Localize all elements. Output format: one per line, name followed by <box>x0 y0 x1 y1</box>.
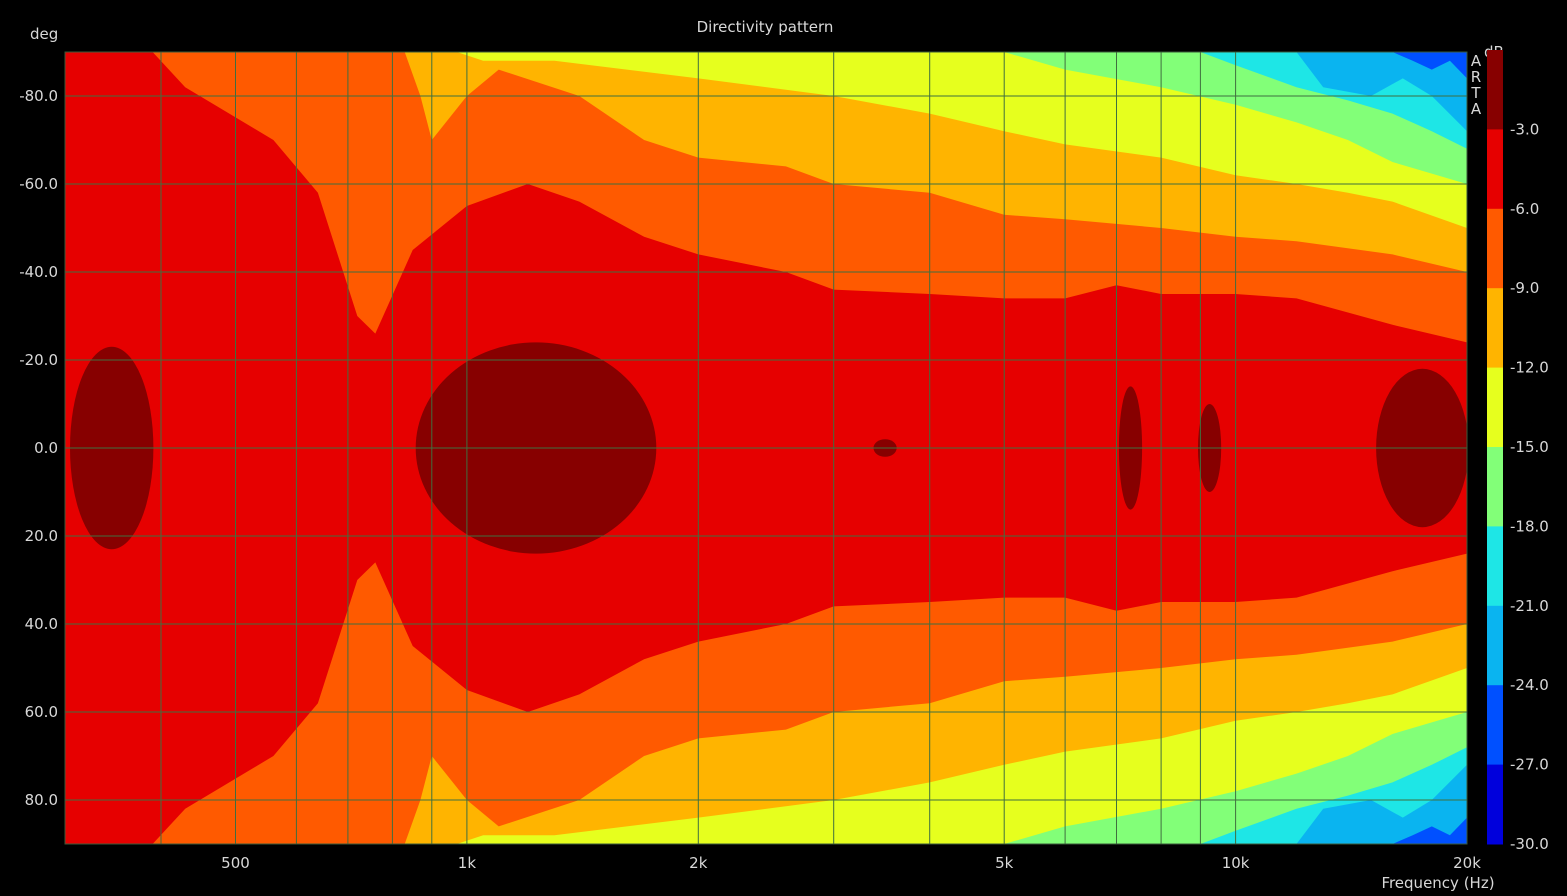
plot-frame <box>64 51 1468 845</box>
colorbar-segment-6 <box>1487 526 1503 607</box>
colorbar-segment-7 <box>1487 605 1503 686</box>
colorbar-segment-2 <box>1487 208 1503 289</box>
colorbar-label-9: -30.0 <box>1510 835 1549 853</box>
colorbar-label-0: -3.0 <box>1510 120 1539 138</box>
y-tick-label-6: 40.0 <box>25 615 58 633</box>
colorbar-label-2: -9.0 <box>1510 279 1539 297</box>
watermark-letter-2: T <box>1470 84 1481 102</box>
colorbar-label-3: -12.0 <box>1510 359 1549 377</box>
y-tick-label-7: 60.0 <box>25 703 58 721</box>
x-tick-label-3: 5k <box>995 854 1014 872</box>
y-tick-label-2: -40.0 <box>19 263 58 281</box>
x-tick-label-1: 1k <box>458 854 477 872</box>
x-tick-label-5: 20k <box>1453 854 1481 872</box>
y-axis-label: deg <box>30 25 58 43</box>
grid-layer <box>65 52 1467 844</box>
y-tick-label-3: -20.0 <box>19 351 58 369</box>
watermark-letter-0: A <box>1471 52 1482 70</box>
x-tick-label-2: 2k <box>689 854 708 872</box>
contour-band-bottom-5 <box>1296 764 1467 844</box>
colorbar-segment-0 <box>1487 50 1503 130</box>
colorbar-segment-9 <box>1487 764 1503 845</box>
colorbar-segment-8 <box>1487 685 1503 766</box>
colorbar-label-8: -27.0 <box>1510 756 1549 774</box>
colorbar-segment-4 <box>1487 367 1503 448</box>
watermark-letter-1: R <box>1471 68 1481 86</box>
contour-band-bottom-6 <box>1392 817 1467 844</box>
x-tick-label-4: 10k <box>1222 854 1250 872</box>
colorbar-label-5: -18.0 <box>1510 517 1549 535</box>
y-tick-label-8: 80.0 <box>25 791 58 809</box>
contour-band-top-5 <box>1296 52 1467 132</box>
colorbar-label-1: -6.0 <box>1510 200 1539 218</box>
colorbar-segment-3 <box>1487 288 1503 369</box>
y-tick-label-5: 20.0 <box>25 527 58 545</box>
x-tick-label-0: 500 <box>221 854 250 872</box>
colorbar: -3.0 -6.0 -9.0 -12.0 -15.0 -18.0 -21.0 -24.0 -27… <box>1487 50 1549 853</box>
chart-title: Directivity pattern <box>697 18 834 36</box>
y-ticks: -80.0 -60.0 -40.0 -20.0 0.0 20.0 40.0 60.0 80.0 <box>19 87 58 809</box>
plot-area <box>65 52 1467 844</box>
colorbar-segment-1 <box>1487 129 1503 210</box>
colorbar-label-7: -24.0 <box>1510 676 1549 694</box>
colorbar-segment-5 <box>1487 447 1503 527</box>
y-tick-label-0: -80.0 <box>19 87 58 105</box>
y-tick-label-1: -60.0 <box>19 175 58 193</box>
y-tick-label-4: 0.0 <box>34 439 58 457</box>
colorbar-label-4: -15.0 <box>1510 438 1549 456</box>
contour-band-top-6 <box>1392 52 1467 79</box>
x-axis-label: Frequency (Hz) <box>1381 874 1494 892</box>
x-ticks: 500 1k 2k 5k 10k 20k <box>221 854 1481 872</box>
watermark-letter-3: A <box>1471 100 1482 118</box>
colorbar-label-6: -21.0 <box>1510 597 1549 615</box>
